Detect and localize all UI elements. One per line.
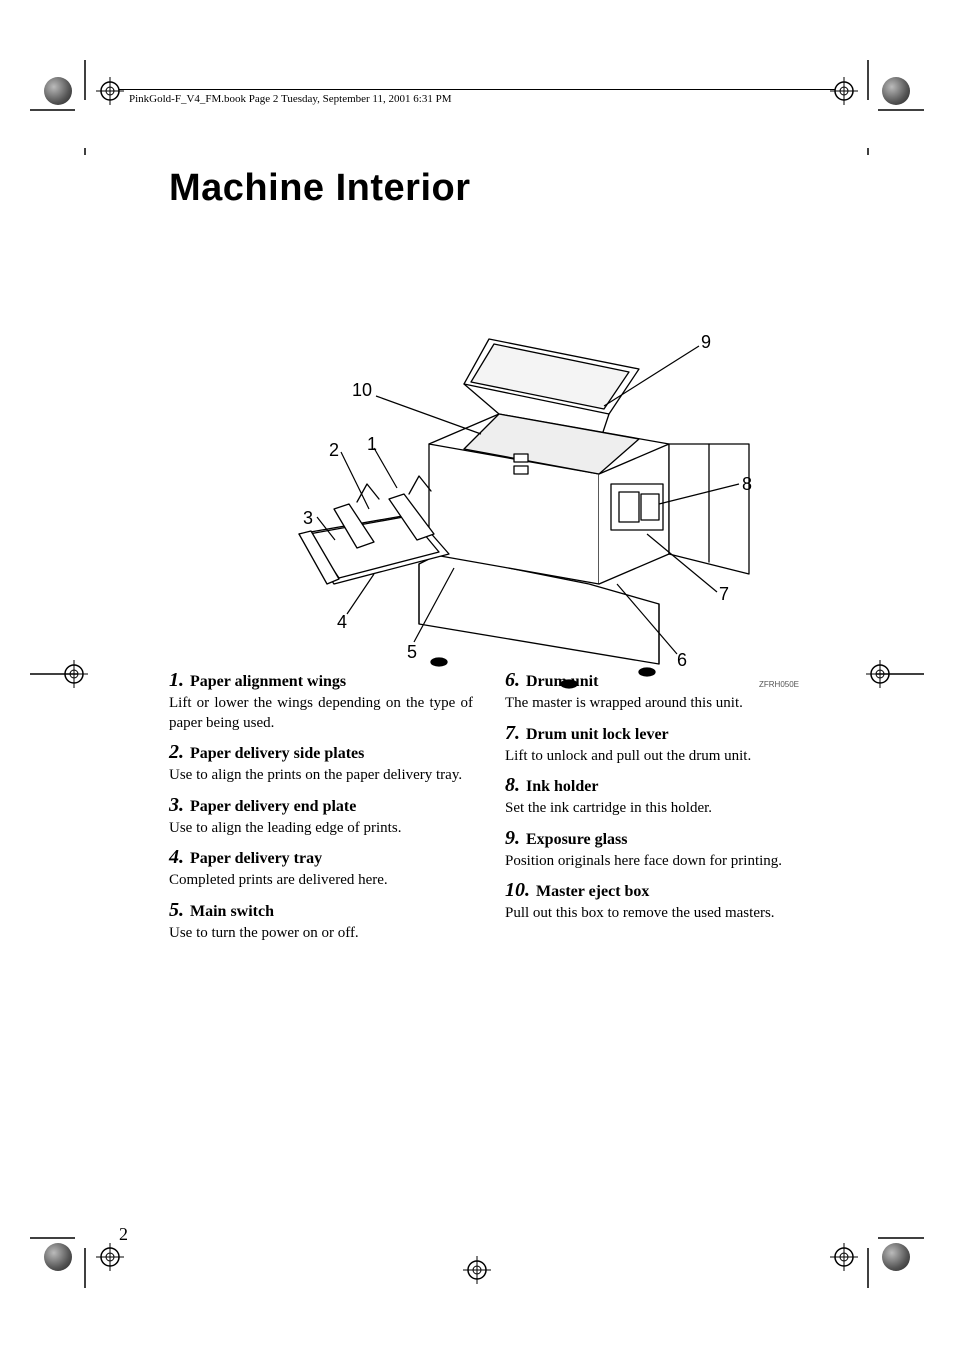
item-6: 6. Drum unit The master is wrapped aroun… (505, 669, 809, 714)
item-7-title: Drum unit lock lever (526, 726, 669, 743)
item-4: 4. Paper delivery tray Completed prints … (169, 846, 473, 891)
callout-10: 10 (352, 380, 372, 401)
item-6-desc: The master is wrapped around this unit. (505, 694, 809, 714)
header-rule (119, 89, 835, 90)
item-5-num: 5. (169, 899, 184, 921)
item-8-title: Ink holder (526, 778, 598, 795)
item-5: 5. Main switch Use to turn the power on … (169, 899, 473, 944)
callout-7: 7 (719, 584, 729, 605)
item-7-num: 7. (505, 722, 520, 744)
item-4-num: 4. (169, 846, 184, 868)
item-1-num: 1. (169, 669, 184, 691)
page-body: PinkGold-F_V4_FM.book Page 2 Tuesday, Se… (119, 89, 835, 1259)
page-title: Machine Interior (169, 167, 471, 210)
item-10-title: Master eject box (536, 883, 649, 900)
item-10: 10. Master eject box Pull out this box t… (505, 879, 809, 924)
item-8-desc: Set the ink cartridge in this holder. (505, 799, 809, 819)
item-7-desc: Lift to unlock and pull out the drum uni… (505, 747, 809, 767)
item-8-num: 8. (505, 774, 520, 796)
item-9-desc: Position originals here face down for pr… (505, 852, 809, 872)
item-2: 2. Paper delivery side plates Use to ali… (169, 741, 473, 786)
callout-3: 3 (303, 508, 313, 529)
callout-5: 5 (407, 642, 417, 663)
item-2-num: 2. (169, 741, 184, 763)
item-2-desc: Use to align the prints on the paper del… (169, 766, 473, 786)
item-9-num: 9. (505, 827, 520, 849)
item-2-title: Paper delivery side plates (190, 745, 364, 762)
machine-diagram: 9 10 1 2 3 4 5 6 7 8 ZFRH050E (239, 284, 779, 694)
item-3-num: 3. (169, 794, 184, 816)
item-5-desc: Use to turn the power on or off. (169, 924, 473, 944)
item-6-title: Drum unit (526, 673, 598, 690)
left-column: 1. Paper alignment wings Lift or lower t… (169, 669, 473, 951)
item-4-title: Paper delivery tray (190, 850, 322, 867)
item-9: 9. Exposure glass Position originals her… (505, 827, 809, 872)
description-columns: 1. Paper alignment wings Lift or lower t… (169, 669, 809, 951)
right-column: 6. Drum unit The master is wrapped aroun… (505, 669, 809, 951)
callout-9: 9 (701, 332, 711, 353)
item-9-title: Exposure glass (526, 831, 628, 848)
item-8: 8. Ink holder Set the ink cartridge in t… (505, 774, 809, 819)
header-text: PinkGold-F_V4_FM.book Page 2 Tuesday, Se… (129, 93, 451, 105)
callout-8: 8 (742, 474, 752, 495)
callout-2: 2 (329, 440, 339, 461)
item-3-title: Paper delivery end plate (190, 798, 356, 815)
item-1-title: Paper alignment wings (190, 673, 346, 690)
item-3-desc: Use to align the leading edge of prints. (169, 819, 473, 839)
callout-4: 4 (337, 612, 347, 633)
item-10-num: 10. (505, 879, 530, 901)
callout-6: 6 (677, 650, 687, 671)
item-1: 1. Paper alignment wings Lift or lower t… (169, 669, 473, 733)
page-number: 2 (119, 1224, 128, 1245)
item-6-num: 6. (505, 669, 520, 691)
item-7: 7. Drum unit lock lever Lift to unlock a… (505, 722, 809, 767)
item-5-title: Main switch (190, 903, 274, 920)
item-1-desc: Lift or lower the wings depending on the… (169, 694, 473, 733)
item-10-desc: Pull out this box to remove the used mas… (505, 904, 809, 924)
item-3: 3. Paper delivery end plate Use to align… (169, 794, 473, 839)
callout-1: 1 (367, 434, 377, 455)
item-4-desc: Completed prints are delivered here. (169, 871, 473, 891)
